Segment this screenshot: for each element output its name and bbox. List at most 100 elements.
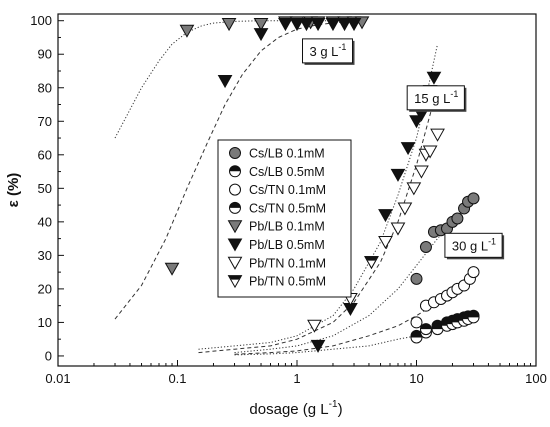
legend-label-5: Pb/LB 0.5mM [249, 238, 325, 252]
data-point-series-4 [179, 24, 195, 38]
marker-shape [467, 192, 480, 205]
marker-shape [430, 128, 445, 142]
marker-shape [378, 235, 393, 249]
annotation-frame [302, 38, 354, 64]
legend-label-2: Cs/TN 0.1mM [249, 183, 326, 197]
y-tick-label: 80 [38, 80, 52, 95]
data-point-series-5 [390, 168, 406, 182]
data-point-series-7 [364, 256, 379, 270]
legend-marker-5 [227, 238, 243, 252]
data-point-series-5 [299, 18, 314, 32]
data-point-series-5 [400, 142, 416, 156]
legend-label-3: Cs/TN 0.5mM [249, 201, 326, 215]
legend-marker-3 [229, 201, 241, 214]
data-point-series-6 [397, 202, 413, 216]
data-points [164, 16, 480, 353]
data-point-series-0 [410, 272, 423, 285]
data-point-series-5 [337, 18, 352, 32]
marker-shape [451, 212, 464, 225]
y-tick-label: 30 [38, 248, 52, 263]
marker-shape [278, 18, 293, 32]
y-tick-label: 100 [30, 13, 52, 28]
marker-shape [310, 18, 326, 32]
fit-curve-3 [198, 87, 438, 354]
data-point-series-3 [467, 311, 480, 324]
marker-shape [409, 115, 424, 129]
x-tick-label: 100 [525, 371, 547, 386]
data-point-series-5 [217, 75, 233, 89]
marker-shape [390, 168, 406, 182]
data-point-series-3 [410, 331, 423, 344]
fit-curve-2 [198, 44, 438, 350]
legend-frame [217, 139, 352, 298]
annotation-frame [444, 232, 503, 258]
legend-marker-1 [229, 165, 241, 178]
marker-shape [227, 238, 243, 252]
y-tick-label: 50 [38, 181, 52, 196]
data-point-series-5 [325, 18, 341, 32]
marker-shape [229, 147, 241, 159]
data-point-series-2 [467, 266, 480, 279]
x-tick-label: 10 [409, 371, 423, 386]
data-point-series-5 [378, 209, 393, 223]
y-tick-label: 70 [38, 114, 52, 129]
legend-marker-2 [229, 183, 241, 196]
y-tick-label: 90 [38, 47, 52, 62]
marker-fill [420, 323, 432, 330]
marker-fill [364, 256, 378, 261]
marker-fill [229, 165, 241, 172]
fit-curve-5 [234, 271, 474, 355]
marker-fill [432, 323, 444, 330]
x-tick-label: 0.01 [45, 371, 70, 386]
marker-shape [227, 220, 243, 234]
data-point-series-5 [278, 18, 293, 32]
marker-shape [227, 256, 243, 270]
data-point-series-6 [307, 319, 322, 333]
marker-shape [307, 319, 322, 333]
legend-label-1: Cs/LB 0.5mM [249, 165, 325, 179]
data-point-series-6 [406, 182, 422, 196]
data-point-series-0 [467, 192, 480, 205]
marker-shape [397, 202, 413, 216]
marker-shape [310, 339, 326, 353]
marker-shape [378, 209, 393, 223]
marker-shape [229, 183, 241, 196]
legend-marker-6 [227, 256, 243, 270]
data-point-series-5 [310, 339, 326, 353]
annotation-box-2: 30 g L-1 [444, 232, 505, 260]
marker-fill [229, 202, 241, 208]
annotation-box-0: 3 g L-1 [302, 38, 355, 65]
data-point-series-5 [253, 28, 269, 42]
y-tick-label: 60 [38, 147, 52, 162]
marker-shape [414, 165, 429, 179]
data-point-series-5 [289, 18, 305, 32]
marker-shape [325, 18, 341, 32]
marker-shape [346, 18, 362, 32]
marker-shape [410, 272, 423, 285]
data-point-series-4 [221, 18, 237, 32]
legend-marker-7 [227, 275, 243, 289]
annotation-frame [406, 85, 465, 111]
annotation-label: 30 g L-1 [452, 236, 496, 253]
legend-label-0: Cs/LB 0.1mM [249, 147, 325, 161]
data-point-series-5 [346, 18, 362, 32]
y-tick-label: 10 [38, 315, 52, 330]
data-point-series-6 [414, 165, 429, 179]
data-point-series-0 [419, 240, 432, 253]
legend-marker-0 [229, 147, 241, 159]
marker-shape [179, 24, 195, 38]
data-point-series-4 [164, 262, 180, 276]
data-point-series-0 [451, 212, 464, 225]
y-tick-label: 40 [38, 214, 52, 229]
legend: Cs/LB 0.1mM Cs/LB 0.5mM Cs/TN 0.1mM Cs/TN 0… [217, 139, 352, 298]
annotation-label: 15 g L-1 [414, 89, 458, 106]
data-point-series-6 [390, 222, 406, 236]
marker-shape [422, 145, 438, 159]
x-tick-label: 0.1 [168, 371, 186, 386]
marker-fill [228, 275, 242, 280]
marker-shape [406, 182, 422, 196]
data-point-series-5 [426, 71, 442, 85]
marker-shape [400, 142, 416, 156]
legend-label-4: Pb/LB 0.1mM [249, 220, 325, 234]
x-axis-ticks: 0.01 0.1 1 10 100 [45, 360, 547, 386]
